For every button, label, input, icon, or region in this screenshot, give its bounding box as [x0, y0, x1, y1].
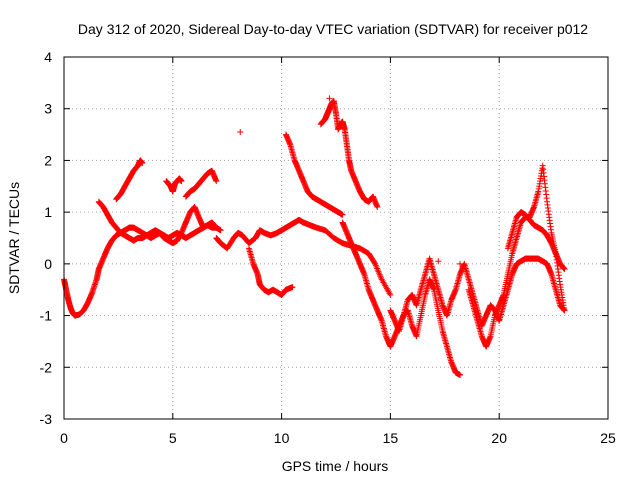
plot-frame — [63, 56, 609, 420]
x-tick-label: 25 — [600, 430, 616, 446]
y-axis-label: SDTVAR / TECUs — [6, 182, 22, 294]
data-point — [371, 259, 378, 266]
y-tick-label: -1 — [40, 308, 53, 324]
data-point — [457, 372, 464, 379]
y-tick-label: 3 — [44, 101, 52, 117]
data-point — [561, 307, 568, 314]
data-point — [374, 203, 381, 210]
x-tick-label: 20 — [491, 430, 507, 446]
y-tick-label: 2 — [44, 152, 52, 168]
ticks: 0 5 10 15 20 25 -3 -2 -1 0 1 2 3 4 — [40, 49, 616, 446]
data-points — [61, 95, 568, 379]
y-tick-label: 4 — [44, 49, 52, 65]
y-tick-label: 1 — [44, 204, 52, 220]
data-point — [139, 160, 146, 167]
data-point — [561, 266, 568, 273]
y-tick-label: -2 — [40, 359, 53, 375]
data-point — [178, 178, 185, 185]
data-point — [217, 227, 224, 234]
y-tick-label: -3 — [40, 411, 53, 427]
x-tick-label: 5 — [169, 430, 177, 446]
data-point — [213, 178, 220, 185]
data-point — [339, 211, 346, 218]
data-point — [457, 260, 464, 267]
chart-title: Day 312 of 2020, Sidereal Day-to-day VTE… — [78, 21, 588, 37]
data-point — [387, 291, 394, 298]
x-axis-label: GPS time / hours — [282, 458, 389, 474]
x-tick-label: 0 — [60, 430, 68, 446]
data-point — [435, 258, 442, 265]
data-point — [237, 128, 244, 135]
x-tick-label: 10 — [274, 430, 290, 446]
y-tick-label: 0 — [44, 256, 52, 272]
x-tick-label: 15 — [383, 430, 399, 446]
data-point — [289, 284, 296, 291]
data-point — [326, 95, 333, 102]
